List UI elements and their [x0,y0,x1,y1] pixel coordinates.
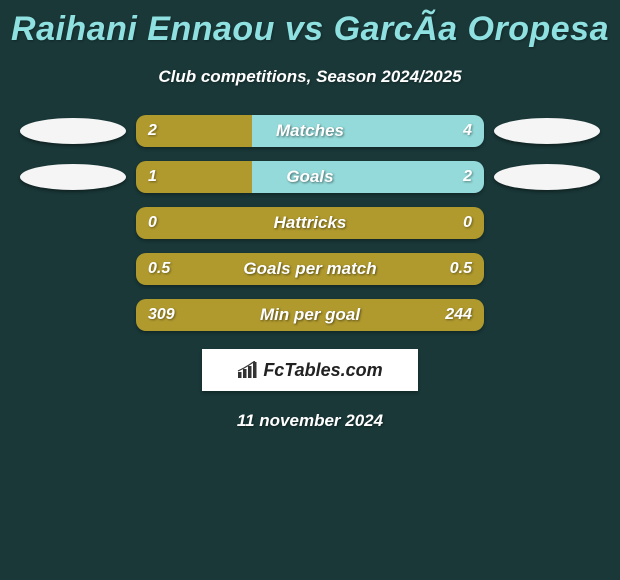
left-ellipse [20,164,126,190]
right-ellipse [494,164,600,190]
stat-label: Min per goal [260,305,360,325]
footer-logo-box: FcTables.com [202,349,418,391]
stat-row: 1 2 Goals [0,161,620,193]
bar-track: 0 0 Hattricks [136,207,484,239]
stat-label: Matches [276,121,344,141]
stat-row: 2 4 Matches [0,115,620,147]
value-right: 2 [463,168,472,186]
page-subtitle: Club competitions, Season 2024/2025 [0,67,620,87]
footer-date: 11 november 2024 [0,411,620,431]
value-right: 0 [463,214,472,232]
value-left: 0 [148,214,157,232]
right-ellipse [494,118,600,144]
bar-track: 2 4 Matches [136,115,484,147]
value-right: 0.5 [450,260,472,278]
comparison-chart: 2 4 Matches 1 2 Goals 0 0 Hattricks 0.5 0.5 Goals p… [0,115,620,331]
stat-label: Goals [286,167,333,187]
stat-row: 309 244 Min per goal [0,299,620,331]
value-left: 309 [148,306,175,324]
bar-track: 309 244 Min per goal [136,299,484,331]
bar-chart-icon [237,361,259,379]
footer-logo: FcTables.com [237,360,382,381]
value-left: 2 [148,122,157,140]
bar-track: 1 2 Goals [136,161,484,193]
bar-track: 0.5 0.5 Goals per match [136,253,484,285]
stat-label: Hattricks [274,213,347,233]
stat-row: 0.5 0.5 Goals per match [0,253,620,285]
stat-row: 0 0 Hattricks [0,207,620,239]
value-left: 0.5 [148,260,170,278]
left-ellipse [20,118,126,144]
value-right: 4 [463,122,472,140]
page-title: Raihani Ennaou vs GarcÃ­a Oropesa [0,0,620,49]
footer-logo-text: FcTables.com [263,360,382,381]
stat-label: Goals per match [243,259,376,279]
value-left: 1 [148,168,157,186]
value-right: 244 [445,306,472,324]
